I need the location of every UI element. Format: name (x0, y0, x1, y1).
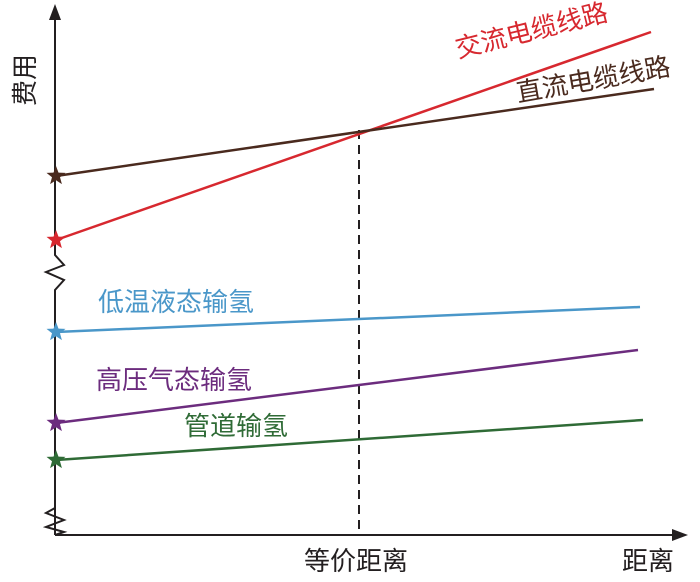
x-axis-label: 距离 (622, 547, 674, 577)
x-axis-arrowhead (672, 529, 688, 541)
series-start-star-marker-1 (46, 230, 66, 249)
series-label-3: 低温液态输氢 (98, 288, 254, 318)
series-label-5: 管道输氢 (184, 412, 288, 442)
series-line-2 (55, 87, 655, 178)
series-line-4 (55, 348, 639, 425)
series-label-4: 高压气态输氢 (96, 366, 252, 396)
series-line-3 (55, 305, 641, 334)
y-axis-arrowhead (49, 4, 61, 20)
series-label-2: 直流电缆线路 (514, 52, 673, 109)
x-tick-label-equivalent-distance: 等价距离 (304, 547, 408, 577)
series-start-star-marker-4 (46, 413, 66, 432)
series-start-star-marker-5 (46, 450, 66, 469)
y-axis-label: 费用 (11, 54, 41, 106)
series-line-5 (55, 418, 644, 462)
series-start-star-marker-2 (46, 166, 66, 185)
y-axis (42, 16, 68, 536)
series-line-1 (55, 30, 652, 242)
series-start-star-marker-3 (46, 322, 66, 341)
